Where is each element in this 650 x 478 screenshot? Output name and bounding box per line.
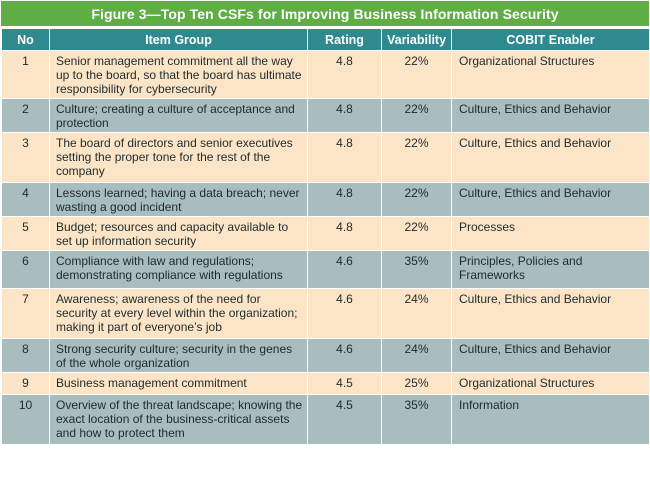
rating-cell: 4.6 bbox=[307, 338, 382, 373]
cobit-enabler-cell: Culture, Ethics and Behavior bbox=[451, 98, 650, 133]
item-group-cell: Senior management commitment all the way… bbox=[49, 50, 308, 99]
item-group-cell: Strong security culture; security in the… bbox=[49, 338, 308, 373]
table-row: 10 Overview of the threat landscape; know… bbox=[1, 394, 650, 445]
header-no: No bbox=[1, 28, 50, 51]
item-group-cell: Awareness; awareness of the need for sec… bbox=[49, 288, 308, 339]
cobit-enabler-cell: Principles, Policies and Frameworks bbox=[451, 250, 650, 289]
item-group-cell: The board of directors and senior execut… bbox=[49, 132, 308, 183]
variability-cell: 35% bbox=[381, 394, 452, 445]
variability-cell: 35% bbox=[381, 250, 452, 289]
table-header: No Item Group Rating Variability COBIT E… bbox=[1, 28, 650, 51]
rating-cell: 4.8 bbox=[307, 132, 382, 183]
table-row: 5 Budget; resources and capacity availabl… bbox=[1, 216, 650, 251]
table-body: 1 Senior management commitment all the wa… bbox=[1, 50, 650, 445]
rating-cell: 4.8 bbox=[307, 98, 382, 133]
item-group-cell: Compliance with law and regulations; dem… bbox=[49, 250, 308, 289]
item-group-cell: Budget; resources and capacity available… bbox=[49, 216, 308, 251]
rating-cell: 4.8 bbox=[307, 50, 382, 99]
rating-cell: 4.5 bbox=[307, 372, 382, 395]
item-group-cell: Business management commitment bbox=[49, 372, 308, 395]
csf-table: No Item Group Rating Variability COBIT E… bbox=[1, 28, 650, 445]
cobit-enabler-cell: Processes bbox=[451, 216, 650, 251]
cobit-enabler-cell: Culture, Ethics and Behavior bbox=[451, 288, 650, 339]
rating-cell: 4.6 bbox=[307, 288, 382, 339]
variability-cell: 24% bbox=[381, 338, 452, 373]
table-row: 8 Strong security culture; security in th… bbox=[1, 338, 650, 373]
variability-cell: 22% bbox=[381, 132, 452, 183]
table-row: 1 Senior management commitment all the wa… bbox=[1, 50, 650, 99]
row-number: 5 bbox=[1, 216, 50, 251]
rating-cell: 4.8 bbox=[307, 182, 382, 217]
row-number: 2 bbox=[1, 98, 50, 133]
rating-cell: 4.6 bbox=[307, 250, 382, 289]
table-row: 7 Awareness; awareness of the need for se… bbox=[1, 288, 650, 339]
header-item-group: Item Group bbox=[49, 28, 308, 51]
row-number: 1 bbox=[1, 50, 50, 99]
rating-cell: 4.8 bbox=[307, 216, 382, 251]
cobit-enabler-cell: Information bbox=[451, 394, 650, 445]
variability-cell: 22% bbox=[381, 50, 452, 99]
item-group-cell: Lessons learned; having a data breach; n… bbox=[49, 182, 308, 217]
variability-cell: 22% bbox=[381, 98, 452, 133]
header-rating: Rating bbox=[307, 28, 382, 51]
row-number: 7 bbox=[1, 288, 50, 339]
cobit-enabler-cell: Organizational Structures bbox=[451, 50, 650, 99]
row-number: 4 bbox=[1, 182, 50, 217]
table-row: 3 The board of directors and senior execu… bbox=[1, 132, 650, 183]
row-number: 8 bbox=[1, 338, 50, 373]
cobit-enabler-cell: Organizational Structures bbox=[451, 372, 650, 395]
cobit-enabler-cell: Culture, Ethics and Behavior bbox=[451, 132, 650, 183]
cobit-enabler-cell: Culture, Ethics and Behavior bbox=[451, 338, 650, 373]
item-group-cell: Overview of the threat landscape; knowin… bbox=[49, 394, 308, 445]
header-cobit-enabler: COBIT Enabler bbox=[451, 28, 650, 51]
variability-cell: 25% bbox=[381, 372, 452, 395]
cobit-enabler-cell: Culture, Ethics and Behavior bbox=[451, 182, 650, 217]
table-row: 9 Business management commitment 4.5 25% Org… bbox=[1, 372, 650, 395]
variability-cell: 22% bbox=[381, 182, 452, 217]
header-variability: Variability bbox=[381, 28, 452, 51]
table-row: 4 Lessons learned; having a data breach; … bbox=[1, 182, 650, 217]
table-row: 2 Culture; creating a culture of acceptan… bbox=[1, 98, 650, 133]
rating-cell: 4.5 bbox=[307, 394, 382, 445]
variability-cell: 22% bbox=[381, 216, 452, 251]
variability-cell: 24% bbox=[381, 288, 452, 339]
row-number: 9 bbox=[1, 372, 50, 395]
table-row: 6 Compliance with law and regulations; de… bbox=[1, 250, 650, 289]
row-number: 10 bbox=[1, 394, 50, 445]
figure-title: Figure 3—Top Ten CSFs for Improving Busi… bbox=[1, 1, 649, 28]
item-group-cell: Culture; creating a culture of acceptanc… bbox=[49, 98, 308, 133]
row-number: 6 bbox=[1, 250, 50, 289]
row-number: 3 bbox=[1, 132, 50, 183]
header-row: No Item Group Rating Variability COBIT E… bbox=[1, 28, 650, 51]
